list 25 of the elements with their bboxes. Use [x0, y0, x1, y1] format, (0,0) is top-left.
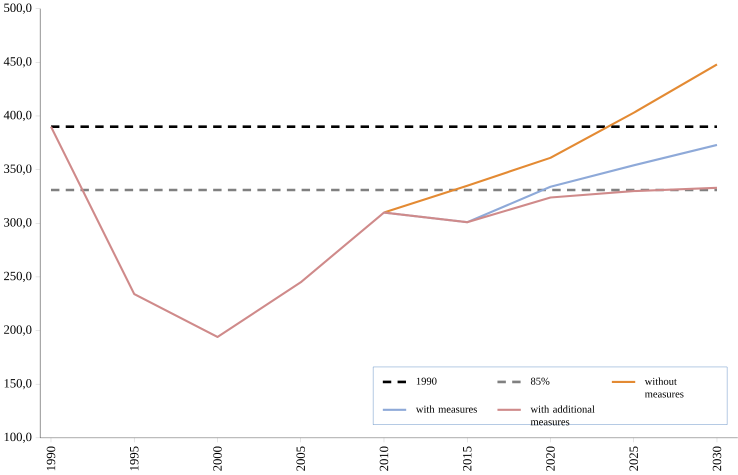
y-tick-label: 100,0 — [4, 432, 32, 444]
y-tick-label: 150,0 — [4, 379, 32, 390]
y-tick-label: 250,0 — [4, 272, 32, 282]
x-tick-label: 2030 — [712, 446, 722, 471]
x-tick-label: 1995 — [130, 446, 138, 470]
legend-label: with additional measures — [530, 405, 595, 426]
x-tick-label: 2005 — [296, 446, 305, 471]
y-tick-label: 450,0 — [4, 57, 32, 68]
line-series — [382, 63, 718, 214]
x-tick-label: 2010 — [380, 446, 388, 471]
y-tick-label: 350,0 — [4, 164, 32, 175]
y-tick-label: 300,0 — [4, 218, 32, 229]
x-tick-label: 1990 — [46, 446, 56, 470]
legend-label: 1990 — [416, 378, 437, 385]
legend-label: with measures — [416, 405, 477, 413]
line-series — [50, 126, 718, 338]
x-tick-label: 2025 — [629, 446, 638, 471]
y-tick-label: 400,0 — [4, 110, 32, 122]
y-tick-label: 200,0 — [4, 325, 32, 336]
x-tick-label: 2020 — [546, 446, 555, 471]
legend-label: without measures — [644, 378, 684, 398]
y-tick-label: 500,0 — [4, 4, 32, 14]
x-tick-label: 2000 — [213, 446, 222, 471]
x-tick-label: 2015 — [462, 446, 472, 471]
legend-label: 85% — [530, 378, 550, 385]
